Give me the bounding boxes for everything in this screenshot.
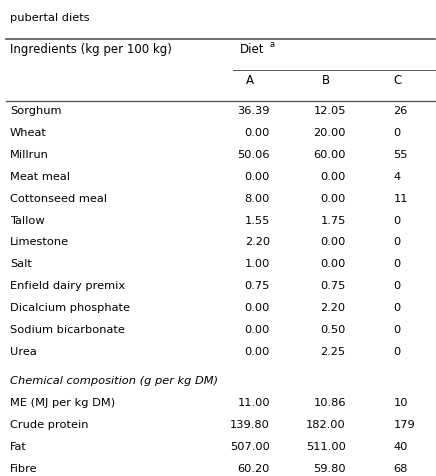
Text: 0: 0 (393, 238, 401, 248)
Text: 55: 55 (393, 150, 408, 160)
Text: 50.06: 50.06 (238, 150, 270, 160)
Text: 2.25: 2.25 (320, 347, 346, 357)
Text: 4: 4 (393, 172, 401, 182)
Text: 179: 179 (393, 420, 415, 430)
Text: Limestone: Limestone (10, 238, 69, 248)
Text: 0.00: 0.00 (320, 259, 346, 269)
Text: 11.00: 11.00 (237, 398, 270, 408)
Text: Dicalcium phosphate: Dicalcium phosphate (10, 303, 130, 313)
Text: 68: 68 (393, 464, 408, 474)
Text: 0.00: 0.00 (245, 128, 270, 138)
Text: 0.75: 0.75 (245, 281, 270, 291)
Text: 511.00: 511.00 (306, 442, 346, 452)
Text: 182.00: 182.00 (306, 420, 346, 430)
Text: Ingredients (kg per 100 kg): Ingredients (kg per 100 kg) (10, 43, 172, 56)
Text: a: a (269, 40, 274, 49)
Text: 10.86: 10.86 (313, 398, 346, 408)
Text: 0.00: 0.00 (245, 347, 270, 357)
Text: 0.00: 0.00 (245, 172, 270, 182)
Text: 0.00: 0.00 (320, 238, 346, 248)
Text: Cottonseed meal: Cottonseed meal (10, 194, 107, 204)
Text: Sodium bicarbonate: Sodium bicarbonate (10, 325, 125, 335)
Text: 0: 0 (393, 347, 401, 357)
Text: 0: 0 (393, 216, 401, 226)
Text: Fibre: Fibre (10, 464, 37, 474)
Text: 1.55: 1.55 (245, 216, 270, 226)
Text: 0: 0 (393, 281, 401, 291)
Text: Urea: Urea (10, 347, 37, 357)
Text: ME (MJ per kg DM): ME (MJ per kg DM) (10, 398, 115, 408)
Text: 2.20: 2.20 (245, 238, 270, 248)
Text: 59.80: 59.80 (313, 464, 346, 474)
Text: Enfield dairy premix: Enfield dairy premix (10, 281, 125, 291)
Text: 1.00: 1.00 (245, 259, 270, 269)
Text: 507.00: 507.00 (230, 442, 270, 452)
Text: Chemical composition (g per kg DM): Chemical composition (g per kg DM) (10, 376, 218, 386)
Text: 0: 0 (393, 325, 401, 335)
Text: Fat: Fat (10, 442, 27, 452)
Text: Meat meal: Meat meal (10, 172, 70, 182)
Text: 60.20: 60.20 (238, 464, 270, 474)
Text: Wheat: Wheat (10, 128, 47, 138)
Text: 10: 10 (393, 398, 408, 408)
Text: Millrun: Millrun (10, 150, 49, 160)
Text: Salt: Salt (10, 259, 32, 269)
Text: 0: 0 (393, 303, 401, 313)
Text: 0.00: 0.00 (245, 303, 270, 313)
Text: 0.75: 0.75 (320, 281, 346, 291)
Text: 1.75: 1.75 (320, 216, 346, 226)
Text: 12.05: 12.05 (313, 106, 346, 116)
Text: Diet: Diet (240, 43, 264, 56)
Text: 0: 0 (393, 128, 401, 138)
Text: C: C (393, 74, 402, 87)
Text: Crude protein: Crude protein (10, 420, 89, 430)
Text: 0.50: 0.50 (320, 325, 346, 335)
Text: 139.80: 139.80 (230, 420, 270, 430)
Text: 8.00: 8.00 (245, 194, 270, 204)
Text: Sorghum: Sorghum (10, 106, 61, 116)
Text: 26: 26 (393, 106, 408, 116)
Text: A: A (246, 74, 254, 87)
Text: B: B (322, 74, 330, 87)
Text: 0.00: 0.00 (320, 194, 346, 204)
Text: 0.00: 0.00 (245, 325, 270, 335)
Text: 40: 40 (393, 442, 408, 452)
Text: 11: 11 (393, 194, 408, 204)
Text: 2.20: 2.20 (320, 303, 346, 313)
Text: 0.00: 0.00 (320, 172, 346, 182)
Text: 0: 0 (393, 259, 401, 269)
Text: 36.39: 36.39 (238, 106, 270, 116)
Text: Tallow: Tallow (10, 216, 44, 226)
Text: pubertal diets: pubertal diets (10, 13, 90, 23)
Text: 20.00: 20.00 (313, 128, 346, 138)
Text: 60.00: 60.00 (313, 150, 346, 160)
